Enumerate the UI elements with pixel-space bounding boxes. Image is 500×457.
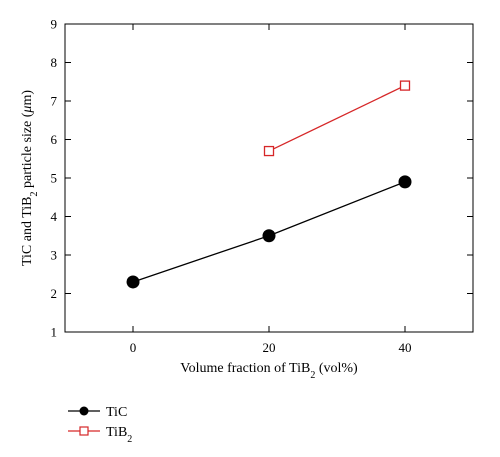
legend-marker-tic — [79, 406, 89, 416]
series-layer — [126, 80, 412, 289]
y-axis-ticks: 1 2 3 4 5 6 7 8 9 — [51, 17, 473, 340]
series-line-tib2 — [268, 85, 406, 152]
y-tick-label: 6 — [51, 132, 58, 147]
x-axis-label: Volume fraction of TiB2 (vol%) — [180, 361, 358, 381]
legend: TiC TiB2 — [68, 405, 132, 445]
legend-marker-tib2 — [79, 426, 89, 436]
y-tick-label: 9 — [51, 17, 58, 32]
y-tick-label: 5 — [51, 171, 58, 186]
y-tick-label: 4 — [51, 209, 58, 224]
y-tick-label: 2 — [51, 286, 58, 301]
data-point-tic — [262, 229, 276, 243]
y-tick-label: 7 — [51, 94, 58, 109]
y-tick-label: 8 — [51, 55, 58, 70]
data-point-tib2 — [399, 80, 411, 91]
x-axis-ticks: 0 20 40 — [130, 24, 412, 355]
y-tick-label: 3 — [51, 248, 58, 263]
legend-label-tib2: TiB2 — [106, 425, 132, 445]
data-point-tic — [398, 175, 412, 189]
y-axis-label: TiC and TiB2 particle size (μm) — [20, 90, 40, 266]
x-tick-label: 40 — [399, 340, 412, 355]
x-tick-label: 20 — [263, 340, 276, 355]
data-point-tic — [126, 275, 140, 289]
data-point-tib2 — [263, 145, 275, 157]
legend-label-tic: TiC — [106, 405, 127, 420]
x-tick-label: 0 — [130, 340, 137, 355]
plot-frame — [64, 23, 474, 333]
y-tick-label: 1 — [51, 325, 58, 340]
